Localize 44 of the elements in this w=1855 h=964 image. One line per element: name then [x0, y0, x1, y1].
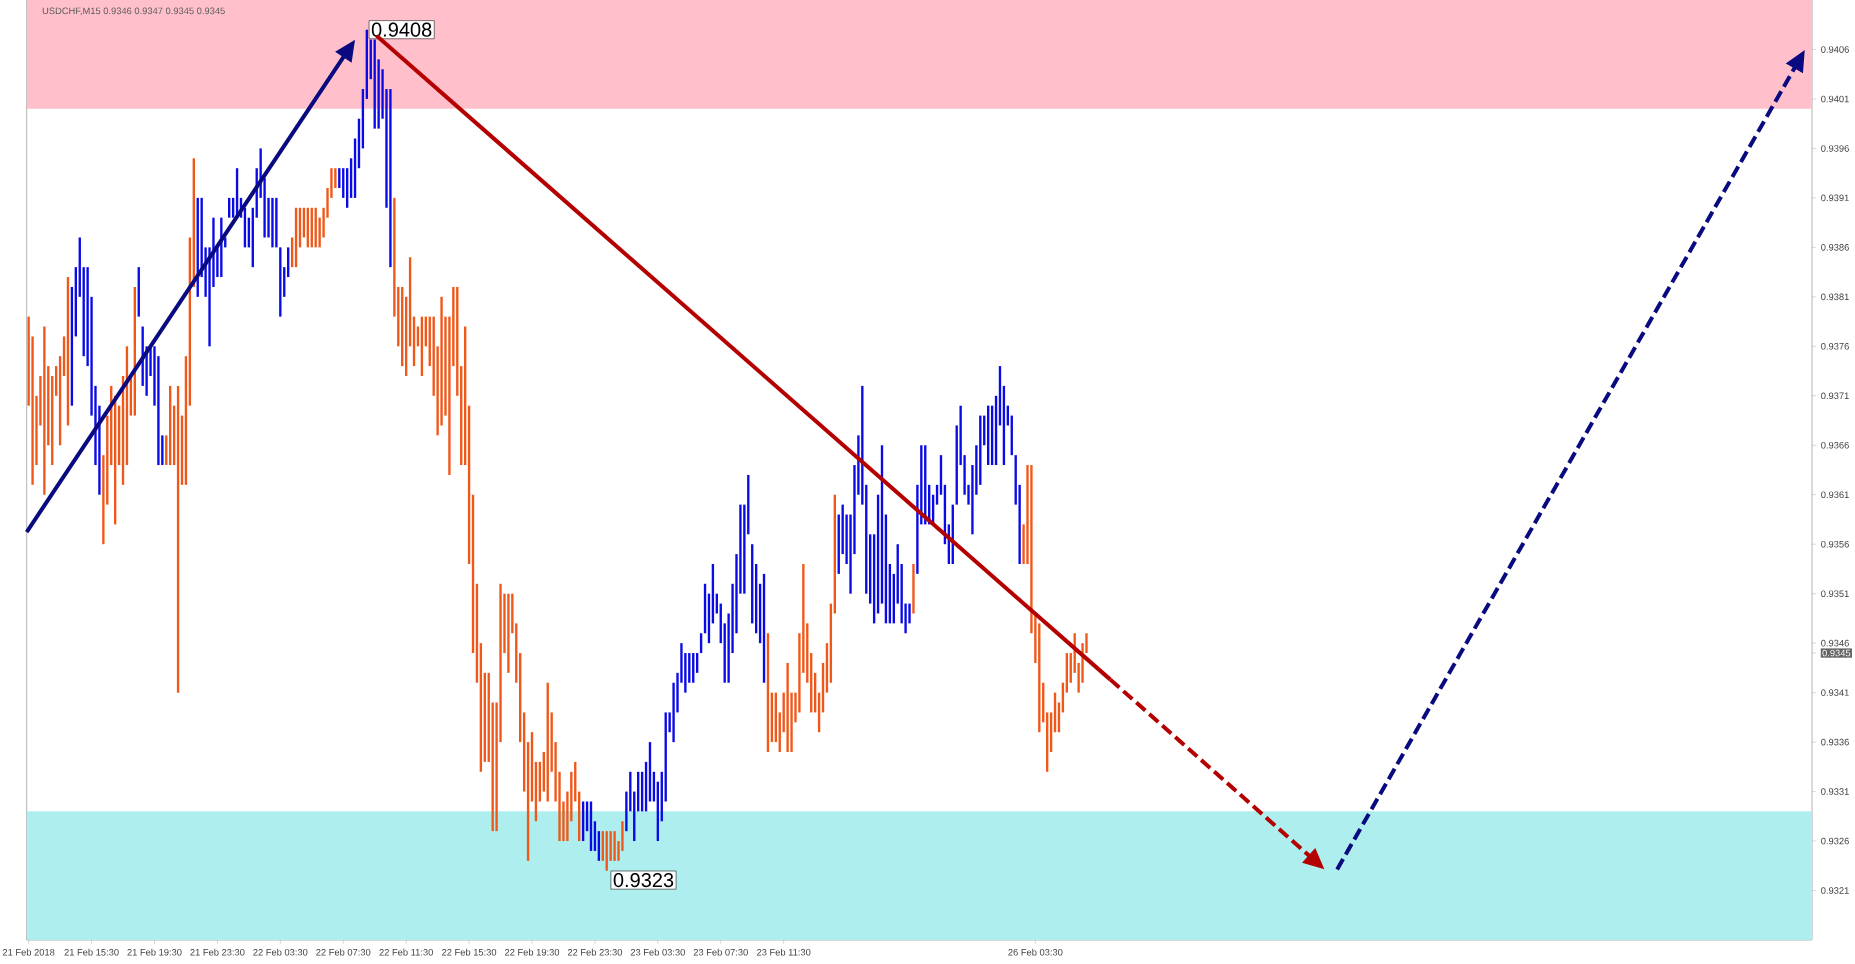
- x-tick-label: 22 Feb 07:30: [316, 948, 371, 956]
- y-tick-label: 0.9406: [1821, 46, 1849, 53]
- bar: [786, 662, 789, 752]
- x-tick-label: 21 Feb 2018: [2, 948, 55, 956]
- y-tick-label: 0.9321: [1821, 887, 1849, 894]
- x-tick-label: 22 Feb 11:30: [379, 948, 433, 956]
- y-tick-label: 0.9336: [1821, 738, 1849, 746]
- x-tick-label: 23 Feb 07:30: [693, 948, 748, 956]
- y-tick-label: 0.9345: [1822, 649, 1851, 657]
- x-tick-label: 26 Feb 03:30: [1008, 948, 1063, 956]
- bar: [507, 593, 510, 673]
- x-tick-label: 21 Feb 23:30: [190, 948, 245, 956]
- y-tick-label: 0.9351: [1821, 590, 1849, 597]
- annotation: 0.9323: [613, 873, 674, 888]
- x-tick-label: 21 Feb 19:30: [127, 948, 182, 956]
- x-tick-label: 21 Feb 15:30: [64, 948, 119, 956]
- text: USDCHF,M15 0.9346 0.9347 0.9345 0.9345: [42, 7, 225, 16]
- y-tick-label: 0.9381: [1821, 293, 1849, 301]
- bar: [613, 831, 616, 861]
- y-tick-label: 0.9346: [1821, 639, 1849, 647]
- bar: [43, 326, 46, 495]
- y-tick-label: 0.9326: [1821, 837, 1849, 845]
- y-tick-label: 0.9366: [1821, 441, 1849, 449]
- x-tick-label: 22 Feb 19:30: [504, 948, 560, 956]
- x-tick-label: 22 Feb 03:30: [253, 948, 308, 956]
- x-tick-label: 22 Feb 23:30: [567, 948, 623, 956]
- annotation: 0.9408: [371, 22, 432, 37]
- y-tick-label: 0.9396: [1821, 145, 1849, 152]
- bar: [389, 89, 392, 268]
- x-tick-label: 22 Feb 15:30: [442, 948, 497, 956]
- y-tick-label: 0.9361: [1821, 491, 1849, 499]
- y-tick-label: 0.9331: [1821, 788, 1849, 795]
- y-tick-label: 0.9356: [1821, 540, 1849, 548]
- bar: [271, 197, 274, 248]
- y-tick-label: 0.9376: [1821, 343, 1849, 350]
- y-tick-label: 0.9341: [1821, 689, 1849, 696]
- y-tick-label: 0.9401: [1821, 95, 1849, 103]
- bar: [275, 197, 278, 248]
- x-tick-label: 23 Feb 03:30: [630, 948, 685, 956]
- y-tick-label: 0.9371: [1821, 392, 1849, 400]
- x-tick-label: 23 Feb 11:30: [756, 948, 811, 956]
- bar: [912, 564, 915, 614]
- y-tick-label: 0.9391: [1821, 194, 1849, 202]
- y-tick-label: 0.9386: [1821, 244, 1849, 251]
